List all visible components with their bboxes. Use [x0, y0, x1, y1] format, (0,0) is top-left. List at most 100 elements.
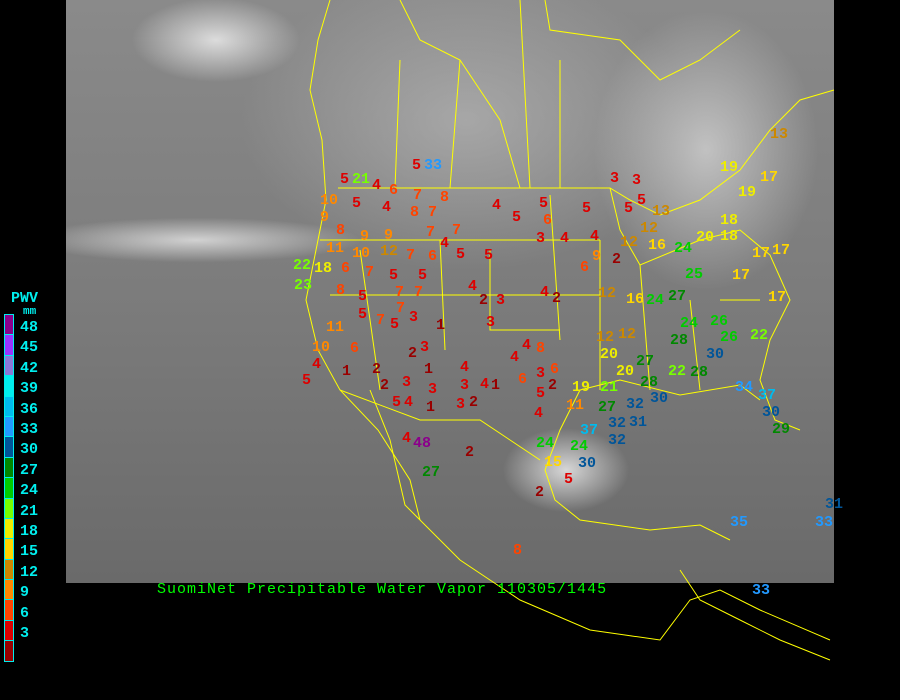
station-pwv-value: 27 — [598, 399, 617, 416]
station-pwv-value: 4 — [312, 356, 322, 373]
station-pwv-value: 24 — [536, 435, 555, 452]
border-line — [519, 0, 531, 189]
legend-label: 24 — [20, 482, 39, 500]
border-line — [579, 379, 761, 401]
station-pwv-value: 19 — [738, 184, 757, 201]
legend-label: 9 — [20, 584, 30, 602]
border-line — [689, 299, 701, 391]
legend-swatch — [4, 395, 14, 417]
border-line — [359, 249, 381, 391]
station-pwv-value: 12 — [596, 329, 615, 346]
station-pwv-value: 27 — [422, 464, 441, 481]
legend-label: 18 — [20, 523, 39, 540]
station-pwv-value: 4 — [402, 430, 412, 447]
station-pwv-value: 8 — [513, 542, 523, 559]
legend-swatch — [4, 538, 14, 560]
station-pwv-value: 12 — [618, 326, 637, 343]
station-pwv-value: 5 — [392, 394, 402, 411]
satellite-image — [66, 0, 834, 583]
station-pwv-value: 9 — [384, 227, 394, 244]
legend-label: 45 — [20, 339, 39, 357]
station-pwv-value: 30 — [578, 455, 597, 472]
station-pwv-value: 30 — [762, 404, 781, 421]
station-pwv-value: 10 — [320, 192, 339, 209]
station-pwv-value: 5 — [302, 372, 312, 389]
station-pwv-value: 19 — [720, 159, 739, 176]
station-pwv-value: 2 — [479, 292, 489, 309]
station-pwv-value: 8 — [440, 189, 450, 206]
color-legend: 48 45 42 39 36 33 30 27 24 21 18 15 12 9 6 3 — [4, 314, 38, 662]
station-pwv-value: 16 — [626, 291, 645, 308]
station-pwv-value: 33 — [424, 157, 443, 174]
station-pwv-value: 3 — [496, 292, 506, 309]
station-pwv-value: 3 — [428, 381, 438, 398]
station-pwv-value: 11 — [326, 240, 345, 257]
station-pwv-value: 21 — [352, 171, 371, 188]
station-pwv-value: 7 — [426, 224, 436, 241]
legend-unit: mm — [23, 306, 37, 318]
station-pwv-value: 2 — [380, 377, 390, 394]
border-line — [439, 239, 446, 351]
station-pwv-value: 28 — [640, 374, 659, 391]
station-pwv-value: 6 — [350, 340, 360, 357]
legend-swatch — [4, 456, 14, 479]
station-pwv-value: 3 — [632, 172, 642, 189]
legend-swatch — [4, 375, 14, 397]
station-pwv-value: 17 — [768, 289, 787, 306]
station-pwv-value: 26 — [710, 313, 729, 330]
station-pwv-value: 19 — [572, 379, 591, 396]
station-pwv-value: 5 — [340, 171, 350, 188]
station-pwv-value: 8 — [336, 282, 346, 299]
border-line — [544, 389, 731, 541]
station-pwv-value: 5 — [582, 200, 592, 217]
station-pwv-value: 2 — [535, 484, 545, 501]
station-pwv-value: 5 — [536, 385, 546, 402]
legend-swatch — [4, 517, 14, 540]
station-pwv-value: 18 — [314, 260, 333, 277]
station-pwv-value: 4 — [534, 405, 544, 422]
border-line — [489, 250, 560, 331]
station-pwv-value: 1 — [424, 361, 434, 378]
border-line — [549, 194, 561, 341]
station-pwv-value: 17 — [772, 242, 791, 259]
station-pwv-value: 4 — [510, 349, 520, 366]
station-pwv-value: 6 — [518, 371, 528, 388]
station-pwv-value: 20 — [616, 363, 635, 380]
border-line — [609, 187, 801, 431]
station-pwv-value: 5 — [418, 267, 428, 284]
station-pwv-value: 12 — [598, 285, 617, 302]
station-pwv-value: 27 — [668, 288, 687, 305]
station-pwv-value: 35 — [730, 514, 749, 531]
station-pwv-value: 5 — [390, 316, 400, 333]
station-pwv-value: 17 — [732, 267, 751, 284]
station-pwv-value: 6 — [550, 361, 560, 378]
station-pwv-value: 33 — [815, 514, 834, 531]
station-pwv-value: 3 — [536, 230, 546, 247]
station-pwv-value: 23 — [294, 277, 313, 294]
legend-label: 42 — [20, 359, 39, 377]
station-pwv-value: 1 — [436, 317, 446, 334]
legend-swatch — [4, 354, 14, 377]
border-line — [544, 0, 741, 81]
station-pwv-value: 31 — [629, 414, 648, 431]
station-pwv-value: 31 — [825, 496, 844, 513]
station-pwv-value: 17 — [760, 169, 779, 186]
station-pwv-value: 20 — [600, 346, 619, 363]
station-pwv-value: 1 — [342, 363, 352, 380]
station-pwv-value: 24 — [674, 240, 693, 257]
station-pwv-value: 25 — [685, 266, 704, 283]
station-pwv-value: 4 — [460, 359, 470, 376]
legend-label: 36 — [20, 400, 39, 418]
station-pwv-value: 48 — [413, 435, 432, 452]
station-pwv-value: 10 — [352, 245, 371, 262]
station-pwv-value: 5 — [512, 209, 522, 226]
station-pwv-value: 6 — [341, 260, 351, 277]
legend-label: 6 — [20, 604, 30, 622]
station-pwv-value: 1 — [491, 377, 501, 394]
station-pwv-value: 4 — [492, 197, 502, 214]
station-pwv-value: 6 — [543, 212, 553, 229]
station-pwv-value: 7 — [376, 312, 386, 329]
station-pwv-value: 4 — [590, 228, 600, 245]
